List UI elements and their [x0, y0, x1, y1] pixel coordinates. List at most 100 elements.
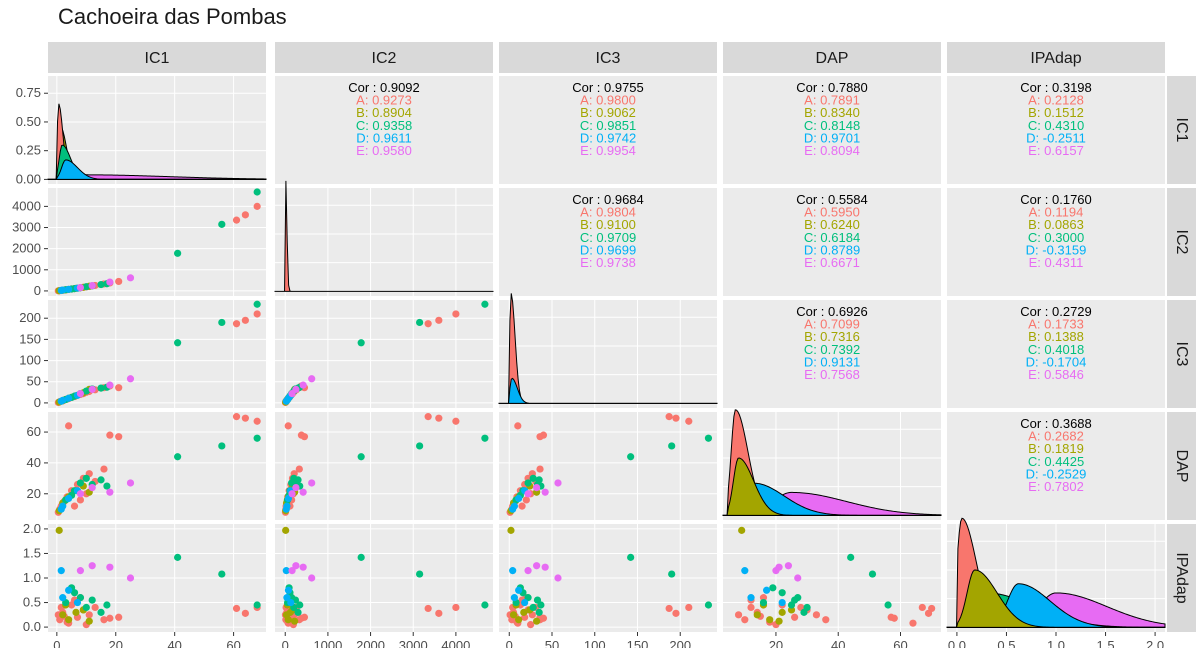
- correlation-group-B: B: 0.8340: [804, 105, 860, 120]
- correlation-group-A: A: 0.1194: [1029, 205, 1084, 220]
- point-D: [65, 394, 73, 402]
- point-C: [668, 442, 676, 450]
- correlation-overall: Cor : 0.2729: [1020, 304, 1092, 319]
- point-D: [57, 567, 65, 575]
- panel-bg: [499, 300, 717, 408]
- panel-bg: [947, 76, 1165, 184]
- point-E: [88, 562, 96, 570]
- point-C: [868, 570, 877, 578]
- point-A: [812, 611, 821, 619]
- point-D: [515, 494, 523, 502]
- correlation-group-E: E: 0.9738: [580, 255, 636, 270]
- density-D: [47, 159, 267, 180]
- x-tick-label: 1000: [313, 638, 342, 648]
- point-D: [778, 598, 786, 607]
- strip-top-label: IC1: [145, 50, 170, 67]
- y-tick-label: 3000: [12, 220, 41, 235]
- y-tick-label: 2.0: [23, 521, 41, 536]
- point-A: [106, 614, 114, 622]
- y-tick-label: 4000: [12, 198, 41, 213]
- point-C: [769, 584, 777, 592]
- x-tick-label: 100: [584, 638, 606, 648]
- strip-top-bg: [947, 42, 1165, 73]
- point-A: [100, 616, 108, 624]
- point-E: [292, 484, 300, 492]
- point-A: [435, 609, 443, 617]
- point-E: [794, 574, 802, 582]
- point-D: [763, 586, 771, 594]
- strip-top-label: IPAdap: [1030, 50, 1081, 67]
- point-E: [126, 479, 135, 487]
- point-B: [738, 526, 746, 534]
- scatter-points: [281, 413, 489, 516]
- point-C: [481, 601, 489, 609]
- point-A: [284, 422, 292, 430]
- strip-top-label: IC3: [596, 50, 621, 67]
- correlation-group-C: C: 0.4425: [1028, 454, 1084, 469]
- strip-right-label: IC1: [1173, 118, 1190, 143]
- correlation-group-A: A: 0.9800: [580, 93, 636, 108]
- point-E: [308, 375, 316, 383]
- correlation-group-C: C: 0.4018: [1028, 342, 1084, 357]
- correlation-group-E: E: 0.6157: [1028, 143, 1084, 158]
- point-C: [174, 249, 182, 257]
- correlation-group-A: A: 0.1733: [1028, 317, 1084, 332]
- point-D: [282, 505, 290, 513]
- scatter-points: [54, 300, 261, 407]
- point-B: [65, 616, 73, 624]
- correlation-group-B: B: 0.7316: [804, 329, 860, 344]
- strip-right-bg: [1167, 188, 1196, 296]
- point-D: [287, 598, 295, 607]
- point-A: [909, 619, 917, 627]
- point-A: [115, 613, 123, 621]
- point-D: [515, 586, 523, 594]
- scatter-points: [506, 526, 713, 629]
- point-C: [357, 453, 365, 461]
- point-C: [529, 603, 537, 612]
- point-C: [537, 601, 545, 609]
- x-tick-label: 2.0: [1146, 638, 1164, 648]
- scatter-points: [281, 526, 489, 629]
- point-A: [300, 433, 309, 441]
- point-C: [218, 318, 226, 327]
- y-tick-label: 0.5: [23, 595, 41, 610]
- correlation-overall: Cor : 0.9684: [572, 192, 644, 207]
- point-B: [509, 611, 518, 619]
- x-tick-label: 0: [53, 638, 60, 648]
- point-C: [884, 601, 892, 609]
- point-E: [524, 490, 532, 498]
- correlation-group-D: D: -0.3159: [1026, 242, 1087, 257]
- y-tick-label: 1.0: [23, 570, 41, 585]
- correlation-group-B: B: 0.9062: [580, 105, 636, 120]
- point-E: [784, 562, 793, 570]
- point-A: [514, 422, 522, 430]
- point-A: [241, 414, 249, 422]
- correlation-group-B: B: 0.1512: [1028, 105, 1084, 120]
- point-A: [115, 277, 123, 286]
- correlation-group-B: B: 0.6240: [804, 217, 860, 232]
- point-B: [766, 616, 774, 624]
- point-A: [665, 604, 673, 613]
- point-B: [533, 617, 541, 625]
- point-B: [85, 617, 93, 625]
- point-C: [524, 479, 532, 487]
- point-E: [299, 381, 307, 389]
- x-tick-label: 3000: [399, 638, 428, 648]
- y-tick-label: 0.50: [16, 114, 41, 129]
- point-A: [91, 603, 99, 612]
- point-D: [65, 494, 73, 502]
- point-C: [778, 589, 786, 597]
- point-A: [70, 502, 79, 510]
- strip-top-bg: [275, 42, 493, 73]
- point-E: [533, 484, 541, 492]
- point-D: [59, 594, 67, 602]
- strip-right-label: IC3: [1173, 342, 1190, 367]
- x-tick-label: 40: [167, 638, 181, 648]
- correlation-group-D: D: 0.9131: [804, 354, 860, 369]
- point-E: [308, 479, 316, 487]
- point-C: [103, 601, 111, 609]
- point-A: [85, 611, 93, 619]
- point-E: [126, 375, 135, 383]
- point-C: [481, 434, 489, 442]
- point-A: [452, 417, 460, 425]
